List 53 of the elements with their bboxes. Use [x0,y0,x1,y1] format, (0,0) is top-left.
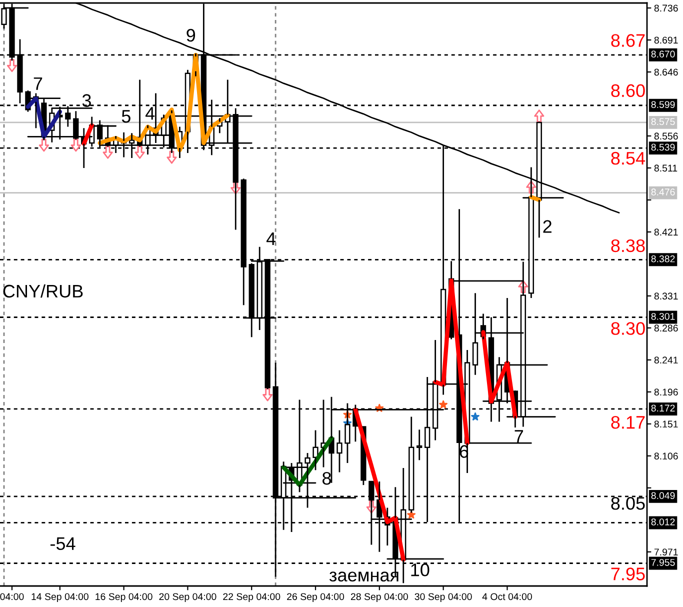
y-tick-label: 7.971 [654,548,678,556]
annotation: заемная [329,572,398,582]
ref-line-label: 8.012 [651,518,675,526]
x-tick-label: 14 Sep 04:00 [32,593,88,602]
annotation: 8.67 [611,34,645,47]
annotation: -54 [50,537,76,550]
ref-line-label: 7.955 [651,558,675,566]
annotation: 7 [34,77,42,90]
annotation: 2 [543,220,552,233]
annotation: 4 [146,107,155,120]
annotation: 9 [186,28,196,42]
x-tick-label: 26 Sep 04:00 [287,593,344,602]
annotation: 7.95 [611,568,645,580]
annotation: 4 [266,232,276,245]
y-tick-label: 8.196 [654,388,678,396]
ref-line-label: 8.049 [651,492,675,500]
x-tick-label: 04:00 [0,593,24,600]
x-tick-label: 20 Sep 04:00 [159,593,216,602]
annotation: 10 [411,563,430,576]
y-tick-label: 8.421 [654,228,678,236]
ref-line-label: 8.599 [651,101,675,108]
x-tick-label: 30 Sep 04:00 [414,593,472,602]
ref-line-label: 8.301 [651,312,675,320]
x-tick-label: 28 Sep 04:00 [350,593,408,602]
annotation: 8 [322,472,331,485]
annotation: CNY/RUB [3,284,83,298]
annotation: 7 [514,430,524,443]
ref-line-label: 8.172 [651,404,675,412]
y-tick-label: 8.241 [654,356,678,364]
ref-line-label: 8.539 [651,144,675,151]
annotation: 8.17 [611,416,645,429]
annotation: 8.30 [611,322,645,335]
annotation: 8.54 [611,152,646,165]
y-tick-label: 8.151 [654,420,678,428]
y-tick-label: 8.556 [654,132,678,140]
y-tick-label: 8.511 [654,164,678,172]
annotation: 5 [122,110,130,123]
ref-line-label: 8.476 [651,188,675,196]
annotation: 8.38 [611,239,645,252]
y-tick-label: 8.286 [654,324,678,332]
annotation: 8.60 [611,84,645,98]
x-tick-label: 16 Sep 04:00 [96,593,152,602]
x-tick-label: 22 Sep 04:00 [223,593,280,602]
y-tick-label: 8.691 [654,36,678,44]
ref-line-label: 8.575 [651,118,675,126]
ref-line-label: 8.670 [651,50,675,58]
ref-line-label: 8.382 [651,255,675,262]
y-tick-label: 8.331 [654,292,678,300]
y-tick-label: 8.736 [654,4,678,12]
annotation: 8.05 [611,497,645,510]
y-tick-label: 8.646 [654,68,678,76]
x-tick-label: 4 Oct 04:00 [482,593,532,600]
y-tick-label: 8.106 [654,452,678,460]
